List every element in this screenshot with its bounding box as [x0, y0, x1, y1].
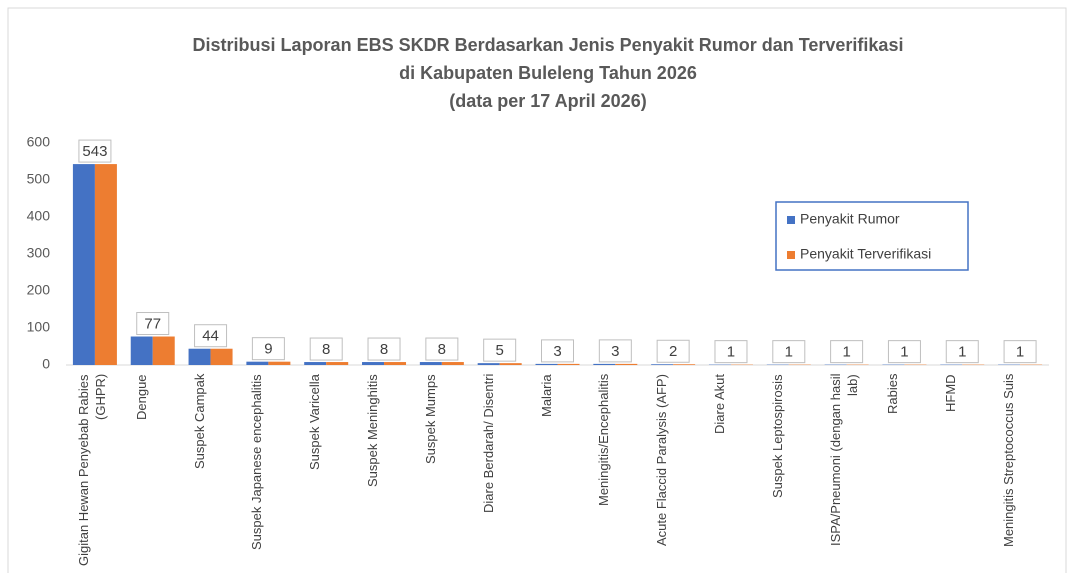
bar: [210, 348, 233, 365]
chart-title: di Kabupaten Buleleng Tahun 2026: [399, 63, 697, 83]
y-tick-label: 0: [42, 356, 50, 372]
bar: [384, 362, 407, 365]
data-label: 1: [1016, 344, 1024, 361]
bar: [535, 363, 558, 365]
bar: [72, 164, 95, 365]
bar: [593, 363, 616, 365]
data-label-box: [367, 337, 401, 361]
x-tick-label: HFMD: [943, 374, 959, 412]
x-tick-label: Meningitis/Encephalitis: [596, 374, 612, 507]
data-label: 1: [842, 344, 850, 361]
x-tick-label: Suspek Varicella: [307, 374, 323, 470]
bar: [268, 361, 291, 365]
chart-title: (data per 17 April 2026): [449, 91, 646, 111]
bar: [152, 336, 175, 365]
data-label-box: [194, 324, 228, 348]
x-tick-label: Dengue: [133, 374, 149, 420]
data-label-box: [598, 339, 632, 363]
data-label: 3: [553, 343, 561, 360]
data-label-box: [136, 312, 170, 336]
data-label-box: [656, 339, 690, 363]
legend-swatch: [787, 251, 795, 259]
data-label-box: [483, 338, 517, 362]
data-label-box: [309, 337, 343, 361]
data-label: 1: [785, 344, 793, 361]
y-tick-label: 600: [27, 134, 51, 150]
chart-border: [7, 7, 1067, 573]
y-tick-label: 300: [27, 245, 51, 261]
x-tick-label: Suspek Mumps: [422, 374, 438, 464]
bar: [362, 362, 385, 365]
data-label: 5: [496, 342, 504, 359]
data-label-box: [425, 337, 459, 361]
x-tick-label: Acute Flaccid Paralysis (AFP): [654, 374, 670, 546]
data-label-box: [541, 339, 574, 363]
legend-box: [775, 201, 969, 271]
y-tick-label: 200: [27, 282, 51, 298]
data-label-box: [830, 340, 864, 364]
data-label: 543: [82, 143, 107, 160]
data-label: 9: [264, 341, 272, 358]
bar: [94, 164, 117, 365]
legend-swatch: [787, 216, 795, 224]
bar: [673, 364, 696, 365]
bar: [419, 362, 442, 365]
bar: [651, 364, 674, 365]
data-label-box: [78, 139, 112, 163]
bar: [615, 363, 638, 365]
bar: [188, 348, 211, 365]
bar: [557, 363, 580, 365]
x-tick-label: Suspek Leptospirosis: [769, 374, 785, 498]
data-label: 1: [727, 344, 735, 361]
data-label: 3: [611, 343, 619, 360]
x-tick-label: Rabies: [885, 374, 901, 415]
x-tick-label: Suspek Meninghitis: [365, 374, 381, 487]
y-tick-label: 500: [27, 171, 51, 187]
x-tick-label: Diare Berdarah/ Disentri: [480, 374, 496, 514]
data-label: 44: [202, 328, 219, 345]
data-label-box: [945, 340, 979, 364]
data-label: 8: [322, 341, 330, 358]
chart-title: Distribusi Laporan EBS SKDR Berdasarkan …: [193, 35, 904, 55]
legend-label: Penyakit Terverifikasi: [800, 246, 931, 262]
bar: [477, 363, 500, 365]
data-label: 1: [958, 344, 966, 361]
bar: [246, 361, 269, 365]
data-label: 2: [669, 343, 677, 360]
bar: [130, 336, 153, 365]
y-tick-label: 100: [27, 319, 51, 335]
bar: [326, 362, 349, 365]
x-tick-label: Diare Akut: [711, 374, 727, 434]
data-label-box: [887, 340, 921, 364]
data-label-box: [772, 340, 806, 364]
bar: [304, 362, 327, 365]
data-label: 77: [144, 315, 161, 332]
x-tick-label: Meningitis Streptococcus Suis: [1001, 374, 1017, 548]
data-label-box: [1003, 340, 1037, 364]
data-label: 1: [900, 344, 908, 361]
x-tick-label: ISPA/Pneumoni (dengan hasil lab): [827, 374, 860, 547]
data-label: 8: [380, 341, 388, 358]
x-tick-label: Malaria: [538, 374, 554, 417]
data-label-box: [714, 340, 748, 364]
x-tick-label: Suspek Japanese encephalitis: [249, 374, 265, 550]
legend-label: Penyakit Rumor: [800, 211, 900, 227]
x-tick-label: Suspek Campak: [191, 374, 207, 470]
data-label: 8: [438, 341, 446, 358]
y-tick-label: 400: [27, 208, 51, 224]
bar: [499, 363, 522, 365]
data-label-box: [251, 337, 285, 361]
bar: [441, 362, 464, 365]
x-tick-label: Gigitan Hewan Penyebab Rabies (GHPR): [75, 374, 108, 566]
